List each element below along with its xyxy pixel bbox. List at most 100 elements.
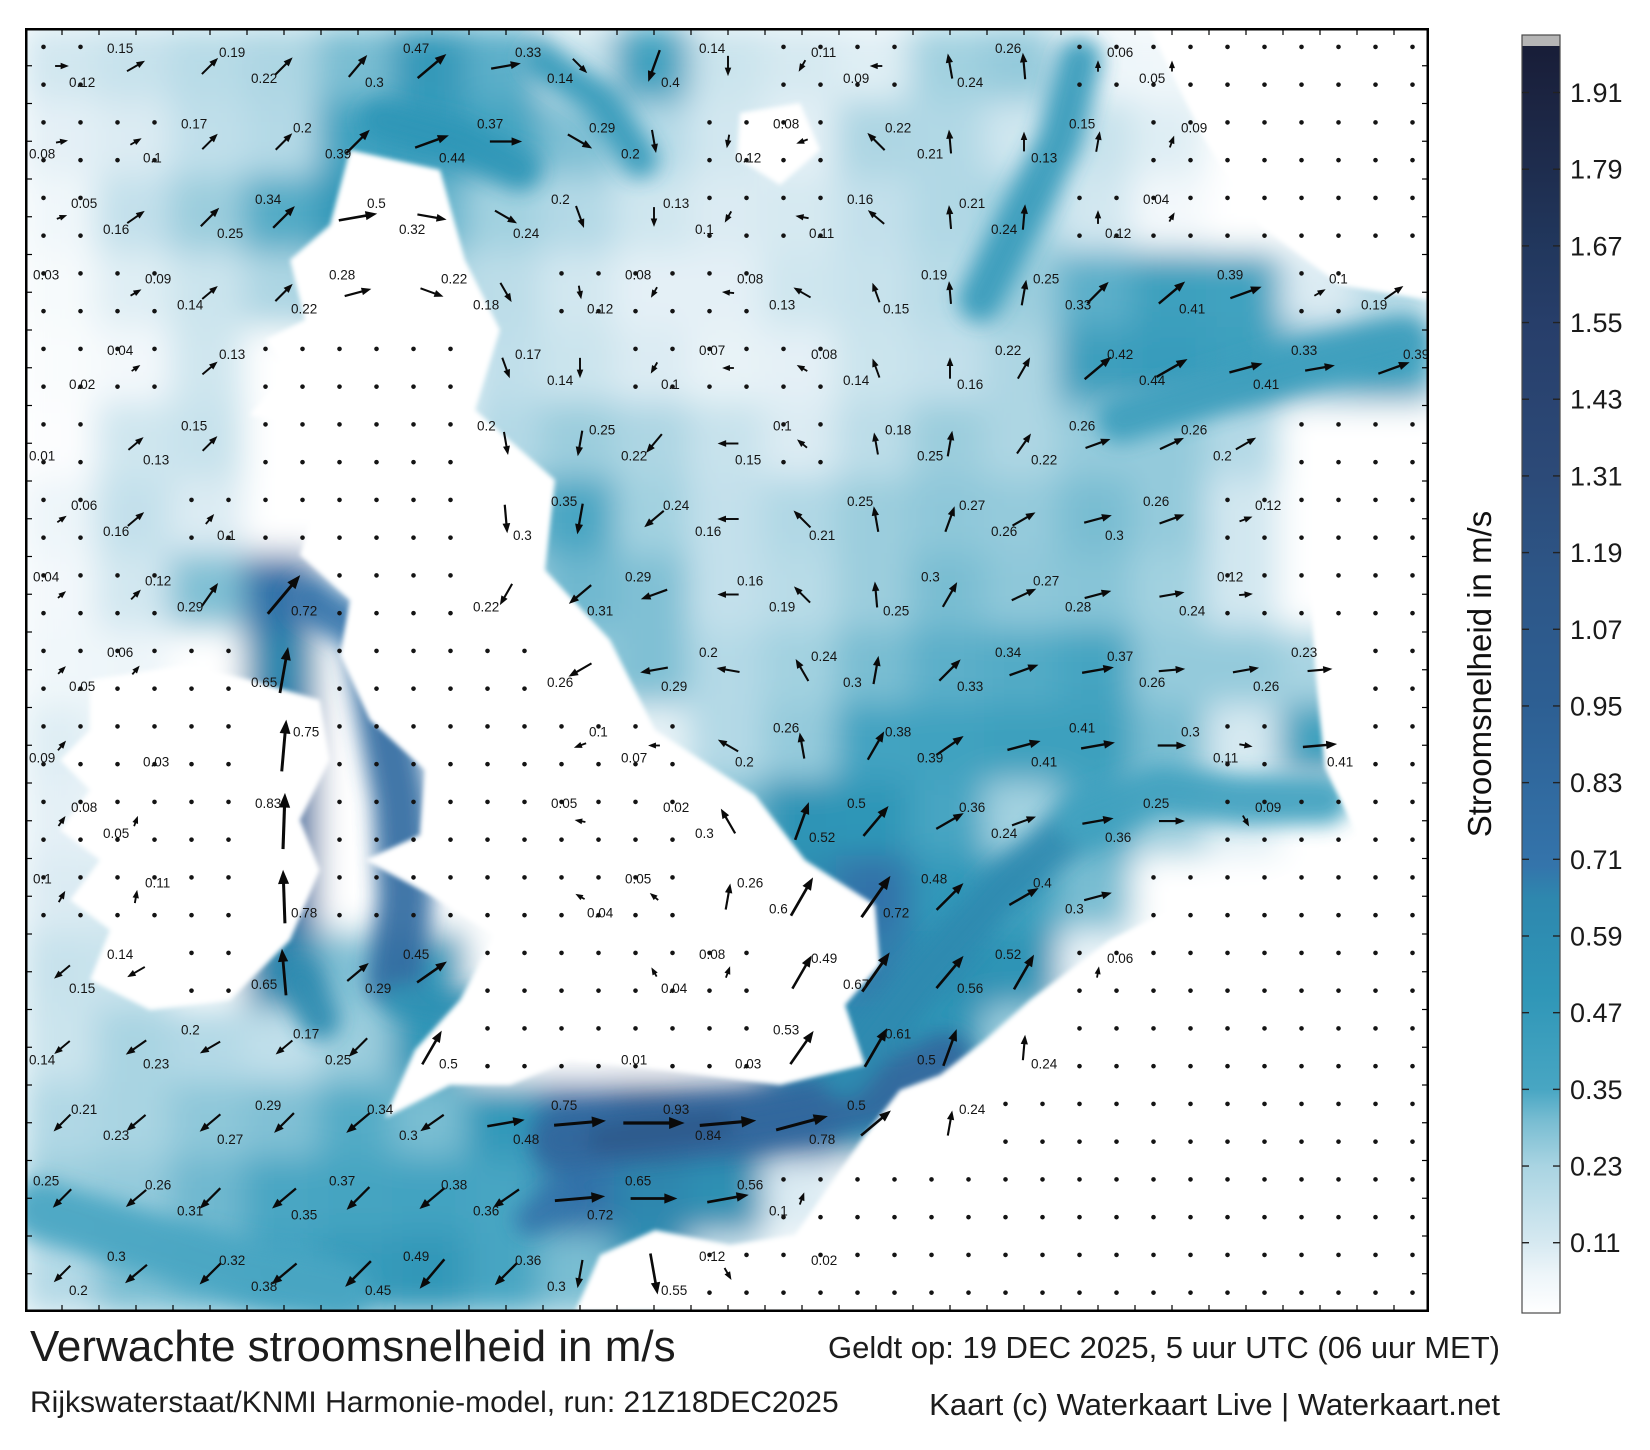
grid-dot bbox=[522, 988, 527, 993]
flow-arrow bbox=[1384, 285, 1404, 300]
current-speed-map-canvas: 0.12 0.15 0.19 0.22 0.3 0.47 0.33 0.14 0.4 0.14 0.… bbox=[25, 28, 1429, 1312]
grid-dot bbox=[559, 308, 564, 314]
grid-dot bbox=[1336, 837, 1341, 842]
grid-dot bbox=[1151, 950, 1156, 956]
grid-dot bbox=[1225, 573, 1230, 578]
grid-dot bbox=[744, 271, 749, 276]
flow-arrow bbox=[266, 575, 301, 615]
grid-dot bbox=[892, 82, 897, 87]
grid-dot bbox=[189, 912, 194, 918]
land-continent bbox=[575, 828, 1429, 1312]
grid-dot bbox=[448, 648, 453, 654]
grid-dot bbox=[929, 1177, 934, 1182]
speed-label: 0.41 bbox=[1253, 377, 1279, 392]
grid-dot bbox=[522, 799, 527, 805]
grid-dot bbox=[1151, 120, 1156, 125]
grid-dot bbox=[411, 459, 416, 465]
flow-arrow bbox=[1083, 514, 1112, 524]
grid-dot bbox=[189, 724, 194, 729]
grid-dot bbox=[1262, 1063, 1267, 1069]
colorbar-tick-label: 1.31 bbox=[1570, 461, 1623, 491]
speed-label: 0.01 bbox=[29, 449, 55, 464]
grid-dot bbox=[1225, 950, 1230, 956]
grid-dot bbox=[781, 1252, 786, 1258]
grid-dot bbox=[707, 988, 712, 993]
colorbar-border bbox=[1521, 34, 1561, 1314]
flow-arrow bbox=[1016, 357, 1031, 380]
grid-dot bbox=[300, 384, 305, 389]
speed-label: 0.24 bbox=[959, 1102, 986, 1117]
speed-label: 0.23 bbox=[103, 1128, 129, 1143]
flow-arrow bbox=[797, 732, 806, 759]
flow-arrow bbox=[871, 506, 880, 532]
grid-dot bbox=[1299, 1214, 1304, 1220]
grid-dot bbox=[929, 1252, 934, 1258]
speed-label: 0.4 bbox=[661, 75, 680, 90]
grid-dot bbox=[707, 308, 712, 314]
grid-dot bbox=[1262, 1214, 1267, 1220]
grid-dot bbox=[374, 761, 379, 767]
grid-dot bbox=[670, 308, 675, 314]
speed-cell bbox=[25, 327, 102, 409]
speed-cell bbox=[170, 28, 250, 107]
flow-arrow bbox=[502, 504, 511, 534]
speed-label: 0.3 bbox=[547, 1279, 566, 1294]
grid-dot bbox=[1373, 233, 1378, 238]
speed-label: 0.2 bbox=[621, 147, 640, 162]
grid-dot bbox=[189, 875, 194, 880]
flow-arrow bbox=[1158, 665, 1186, 674]
grid-dot bbox=[1410, 799, 1415, 805]
speed-label: 0.05 bbox=[1139, 71, 1165, 86]
flow-arrow bbox=[649, 1253, 661, 1295]
flow-arrow bbox=[793, 510, 812, 529]
flow-arrow bbox=[1302, 740, 1338, 750]
colorbar-tick-label: 1.43 bbox=[1570, 385, 1623, 415]
flow-arrow bbox=[132, 889, 139, 904]
flow-arrow bbox=[1235, 437, 1257, 451]
flow-arrow bbox=[347, 55, 368, 78]
grid-dot bbox=[226, 761, 231, 767]
grid-dot bbox=[1003, 1252, 1008, 1258]
grid-dot bbox=[1373, 157, 1378, 163]
flow-arrow bbox=[796, 137, 809, 144]
grid-dot bbox=[41, 912, 46, 918]
flow-arrow bbox=[346, 1186, 371, 1210]
colorbar-overflow-cap bbox=[1522, 35, 1560, 46]
grid-dot bbox=[1262, 573, 1267, 578]
grid-dot bbox=[1077, 1290, 1082, 1295]
flow-arrow bbox=[795, 658, 810, 682]
flow-arrow bbox=[57, 591, 67, 599]
grid-dot bbox=[744, 1290, 749, 1295]
flow-arrow bbox=[1009, 664, 1039, 677]
speed-label: 0.28 bbox=[329, 268, 355, 283]
flow-arrow bbox=[725, 134, 732, 149]
grid-dot bbox=[1225, 233, 1230, 238]
speed-label: 0.21 bbox=[917, 147, 943, 162]
grid-dot bbox=[1003, 1290, 1008, 1295]
grid-dot bbox=[115, 271, 120, 276]
grid-dot bbox=[263, 535, 268, 540]
grid-dot bbox=[226, 648, 231, 654]
speed-label: 0.61 bbox=[885, 1027, 911, 1042]
speed-label: 0.06 bbox=[71, 498, 97, 513]
speed-label: 0.24 bbox=[991, 222, 1018, 237]
speed-label: 0.34 bbox=[367, 1102, 394, 1117]
speed-label: 0.33 bbox=[1291, 343, 1317, 358]
speed-label: 0.1 bbox=[589, 725, 608, 740]
flow-arrow bbox=[798, 1192, 805, 1205]
flow-arrow bbox=[499, 583, 514, 606]
speed-label: 0.05 bbox=[551, 796, 577, 811]
land-great-britain bbox=[250, 150, 880, 1118]
grid-dot bbox=[78, 120, 83, 125]
grid-dot bbox=[300, 346, 305, 352]
grid-dot bbox=[818, 44, 823, 50]
grid-dot bbox=[411, 346, 416, 352]
grid-dot bbox=[1262, 799, 1267, 805]
flow-arrow bbox=[1081, 664, 1114, 674]
grid-dot bbox=[1151, 1139, 1156, 1144]
grid-dot bbox=[633, 912, 638, 918]
speed-label: 0.27 bbox=[217, 1132, 243, 1147]
speed-label: 0.04 bbox=[1143, 192, 1170, 207]
speed-label: 0.02 bbox=[811, 1253, 837, 1268]
grid-dot bbox=[485, 912, 490, 918]
